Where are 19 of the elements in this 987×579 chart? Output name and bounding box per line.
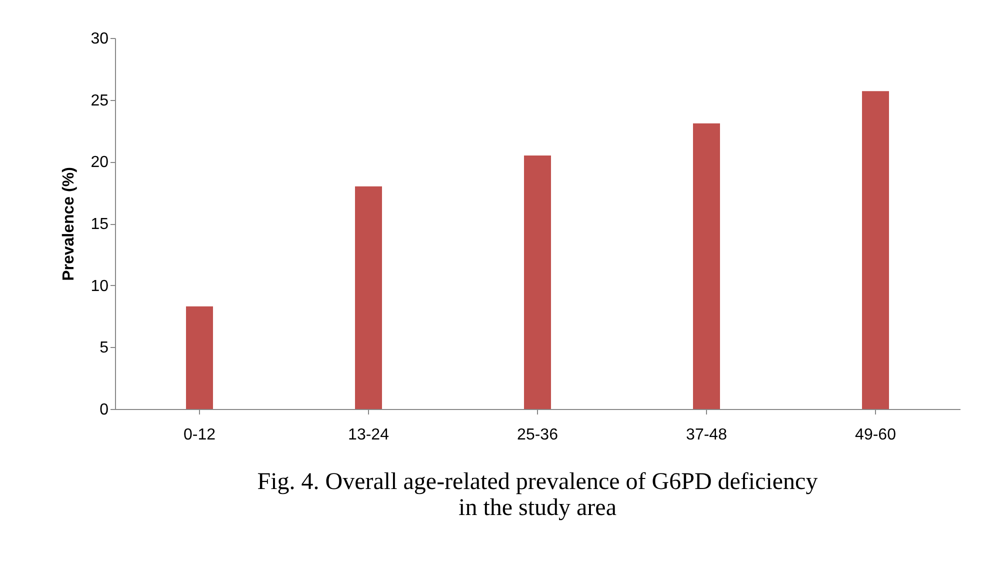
x-tick-label: 37-48 (686, 426, 728, 444)
y-tick-label: 5 (100, 340, 109, 357)
y-axis-title: Prevalence (%) (60, 167, 78, 281)
y-tick-label: 15 (90, 216, 109, 233)
bar (186, 306, 213, 409)
y-tick-label: 20 (90, 154, 109, 172)
y-tick-label: 10 (90, 278, 109, 295)
x-tick-label: 13-24 (348, 426, 390, 444)
y-tick-label: 30 (90, 30, 109, 48)
text: Fig. 4. Overall age-related prevalence of G6PD deficiency in the study area (257, 469, 818, 521)
x-tick-label: 49-60 (855, 426, 896, 444)
bar (355, 186, 382, 409)
y-tick-label: 25 (90, 92, 109, 110)
x-tick-label: 0-12 (183, 426, 216, 444)
bar (862, 91, 889, 409)
x-tick-label: 25-36 (517, 426, 558, 444)
y-tick-label: 0 (100, 402, 109, 418)
bar (693, 123, 720, 409)
bar (524, 155, 551, 409)
